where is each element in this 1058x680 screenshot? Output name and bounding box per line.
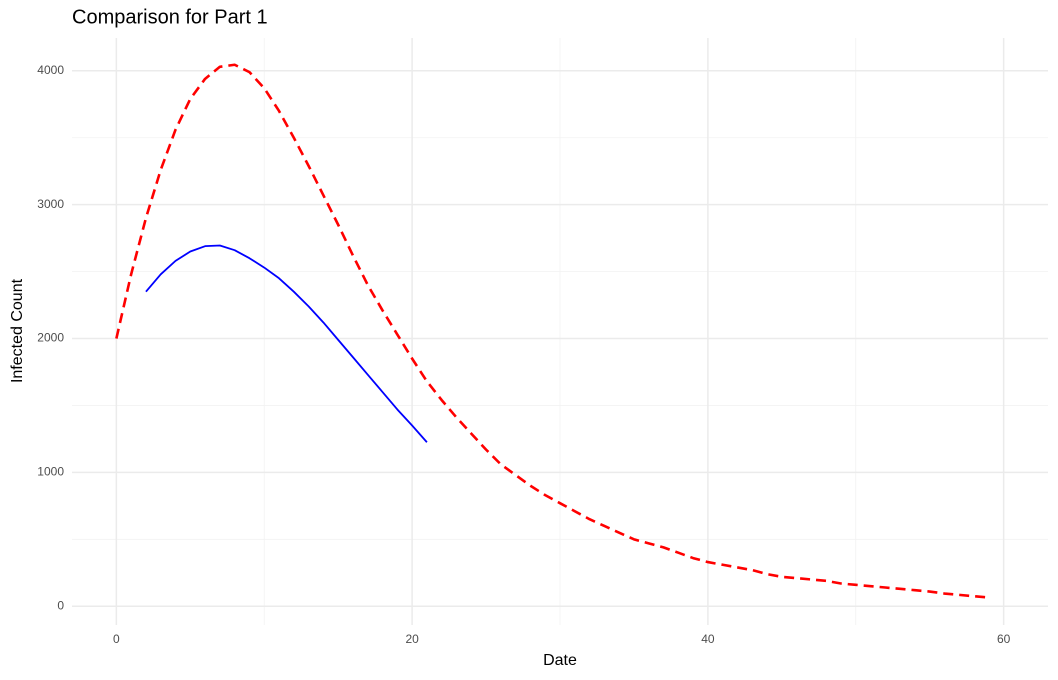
- chart-title: Comparison for Part 1: [72, 6, 268, 28]
- y-tick-label: 4000: [37, 63, 64, 77]
- y-tick-label: 0: [57, 598, 64, 612]
- x-axis-title: Date: [543, 652, 577, 669]
- x-tick-label: 40: [701, 632, 715, 646]
- y-tick-label: 2000: [37, 331, 64, 345]
- series-line: [115, 63, 989, 599]
- y-tick-label: 1000: [37, 465, 64, 479]
- y-tick-label: 3000: [37, 197, 64, 211]
- x-tick-label: 60: [997, 632, 1011, 646]
- x-tick-label: 20: [405, 632, 419, 646]
- y-axis-title: Infected Count: [9, 278, 26, 383]
- series-line: [145, 244, 428, 443]
- x-tick-label: 0: [113, 632, 120, 646]
